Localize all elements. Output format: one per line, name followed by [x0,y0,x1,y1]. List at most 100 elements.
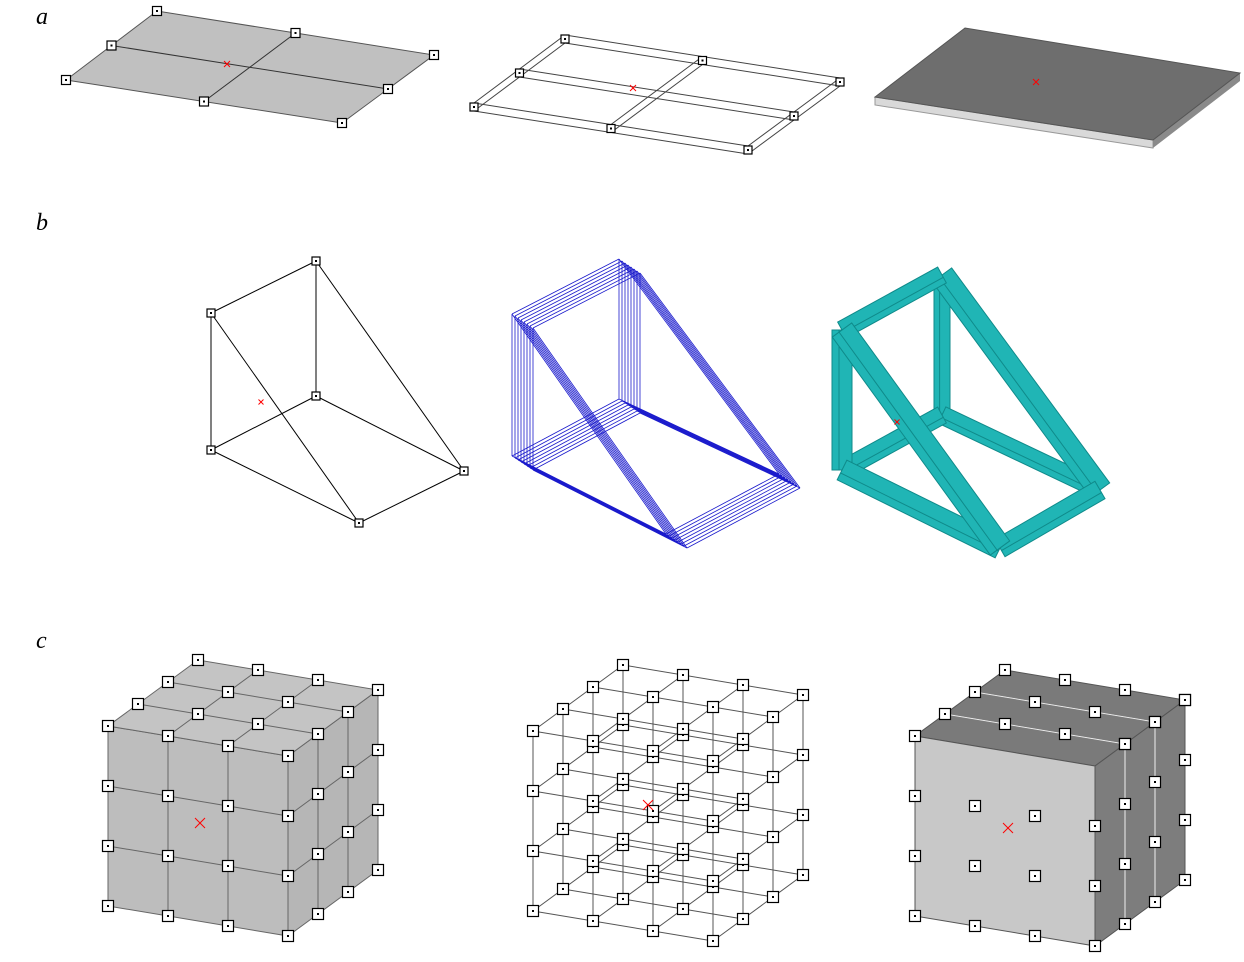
square-node-icon [251,717,265,731]
node-dot [532,850,534,852]
grid-line [532,844,624,912]
square-node-icon [835,77,845,87]
node-dot [682,674,684,676]
node-dot [1004,669,1006,671]
square-node-icon [676,902,690,916]
section-wire [532,412,641,471]
node-dot [167,855,169,857]
node-dot [914,735,916,737]
node-dot [317,853,319,855]
square-node-icon [706,814,720,828]
square-node-icon [1028,809,1042,823]
node-dot [287,701,289,703]
node-dot [839,81,841,83]
centroid-stroke [894,419,900,425]
member-line [210,449,360,524]
node-dot [610,127,612,130]
node-dot [622,838,624,840]
node-dot [1094,711,1096,713]
square-node-icon [1118,683,1132,697]
node-dot [377,689,379,691]
section-wire [636,410,798,487]
square-node-icon [646,744,660,758]
square-node-icon [556,882,570,896]
node-dot [1154,781,1156,783]
section-wire [523,321,679,543]
square-node-icon [1028,929,1042,943]
square-node-icon [586,914,600,928]
centroid-x-icon [642,799,654,811]
square-node-icon [281,749,295,763]
shell-wireframe-grid-view [469,34,845,155]
centroid-x-icon [1002,822,1014,834]
node-dot [532,730,534,732]
square-node-icon [131,697,145,711]
section-wire [630,266,792,483]
node-dot [802,814,804,816]
square-node-icon [60,74,72,86]
section-wire [517,459,673,539]
member-line [210,312,360,524]
square-node-icon [336,117,348,129]
node-dot [1034,815,1036,817]
node-dot [1034,701,1036,703]
node-dot [772,716,774,718]
square-node-icon [106,40,117,51]
square-node-icon [796,688,810,702]
section-wire [671,477,786,539]
node-dot [944,713,946,715]
section-wire [686,487,801,549]
square-node-icon [341,705,355,719]
section-wire [639,412,801,489]
node-dot [1124,803,1126,805]
square-node-icon [311,391,321,401]
grid-line [652,864,744,932]
square-node-icon [311,673,325,687]
square-node-icon [341,885,355,899]
node-dot [592,740,594,742]
section-wire [517,317,673,539]
node-dot [156,10,158,12]
section-wire [624,402,786,479]
node-dot [564,38,566,40]
node-dot [802,874,804,876]
node-dot [203,100,205,103]
square-node-icon [697,55,708,66]
node-dot [387,88,389,90]
node-dot [682,848,684,850]
node-dot [287,875,289,877]
grid-line [107,845,289,877]
node-dot [712,706,714,708]
node-dot [1064,679,1066,681]
square-node-icon [908,909,922,923]
square-node-icon [526,844,540,858]
square-node-icon [311,847,325,861]
section-wire [520,319,676,541]
node-dot [652,810,654,812]
node-dot [712,940,714,942]
square-node-icon [586,734,600,748]
square-node-icon [459,466,469,476]
node-dot [682,788,684,790]
square-node-icon [1088,939,1102,953]
centroid-stroke [642,799,654,811]
section-wire [517,262,626,319]
node-dot [772,896,774,898]
grid-line [592,794,684,862]
flange-line [843,276,944,333]
node-dot [1124,689,1126,691]
centroid-x-icon [629,84,637,92]
square-node-icon [1028,695,1042,709]
member-line [358,470,465,524]
square-node-icon [796,868,810,882]
square-node-icon [586,794,600,808]
square-node-icon [371,743,385,757]
cube-face-front [914,735,1096,947]
square-node-icon [101,719,115,733]
square-node-icon [676,722,690,736]
node-dot [742,798,744,800]
square-node-icon [736,852,750,866]
node-dot [592,686,594,688]
node-dot [652,930,654,932]
square-node-icon [1148,835,1162,849]
